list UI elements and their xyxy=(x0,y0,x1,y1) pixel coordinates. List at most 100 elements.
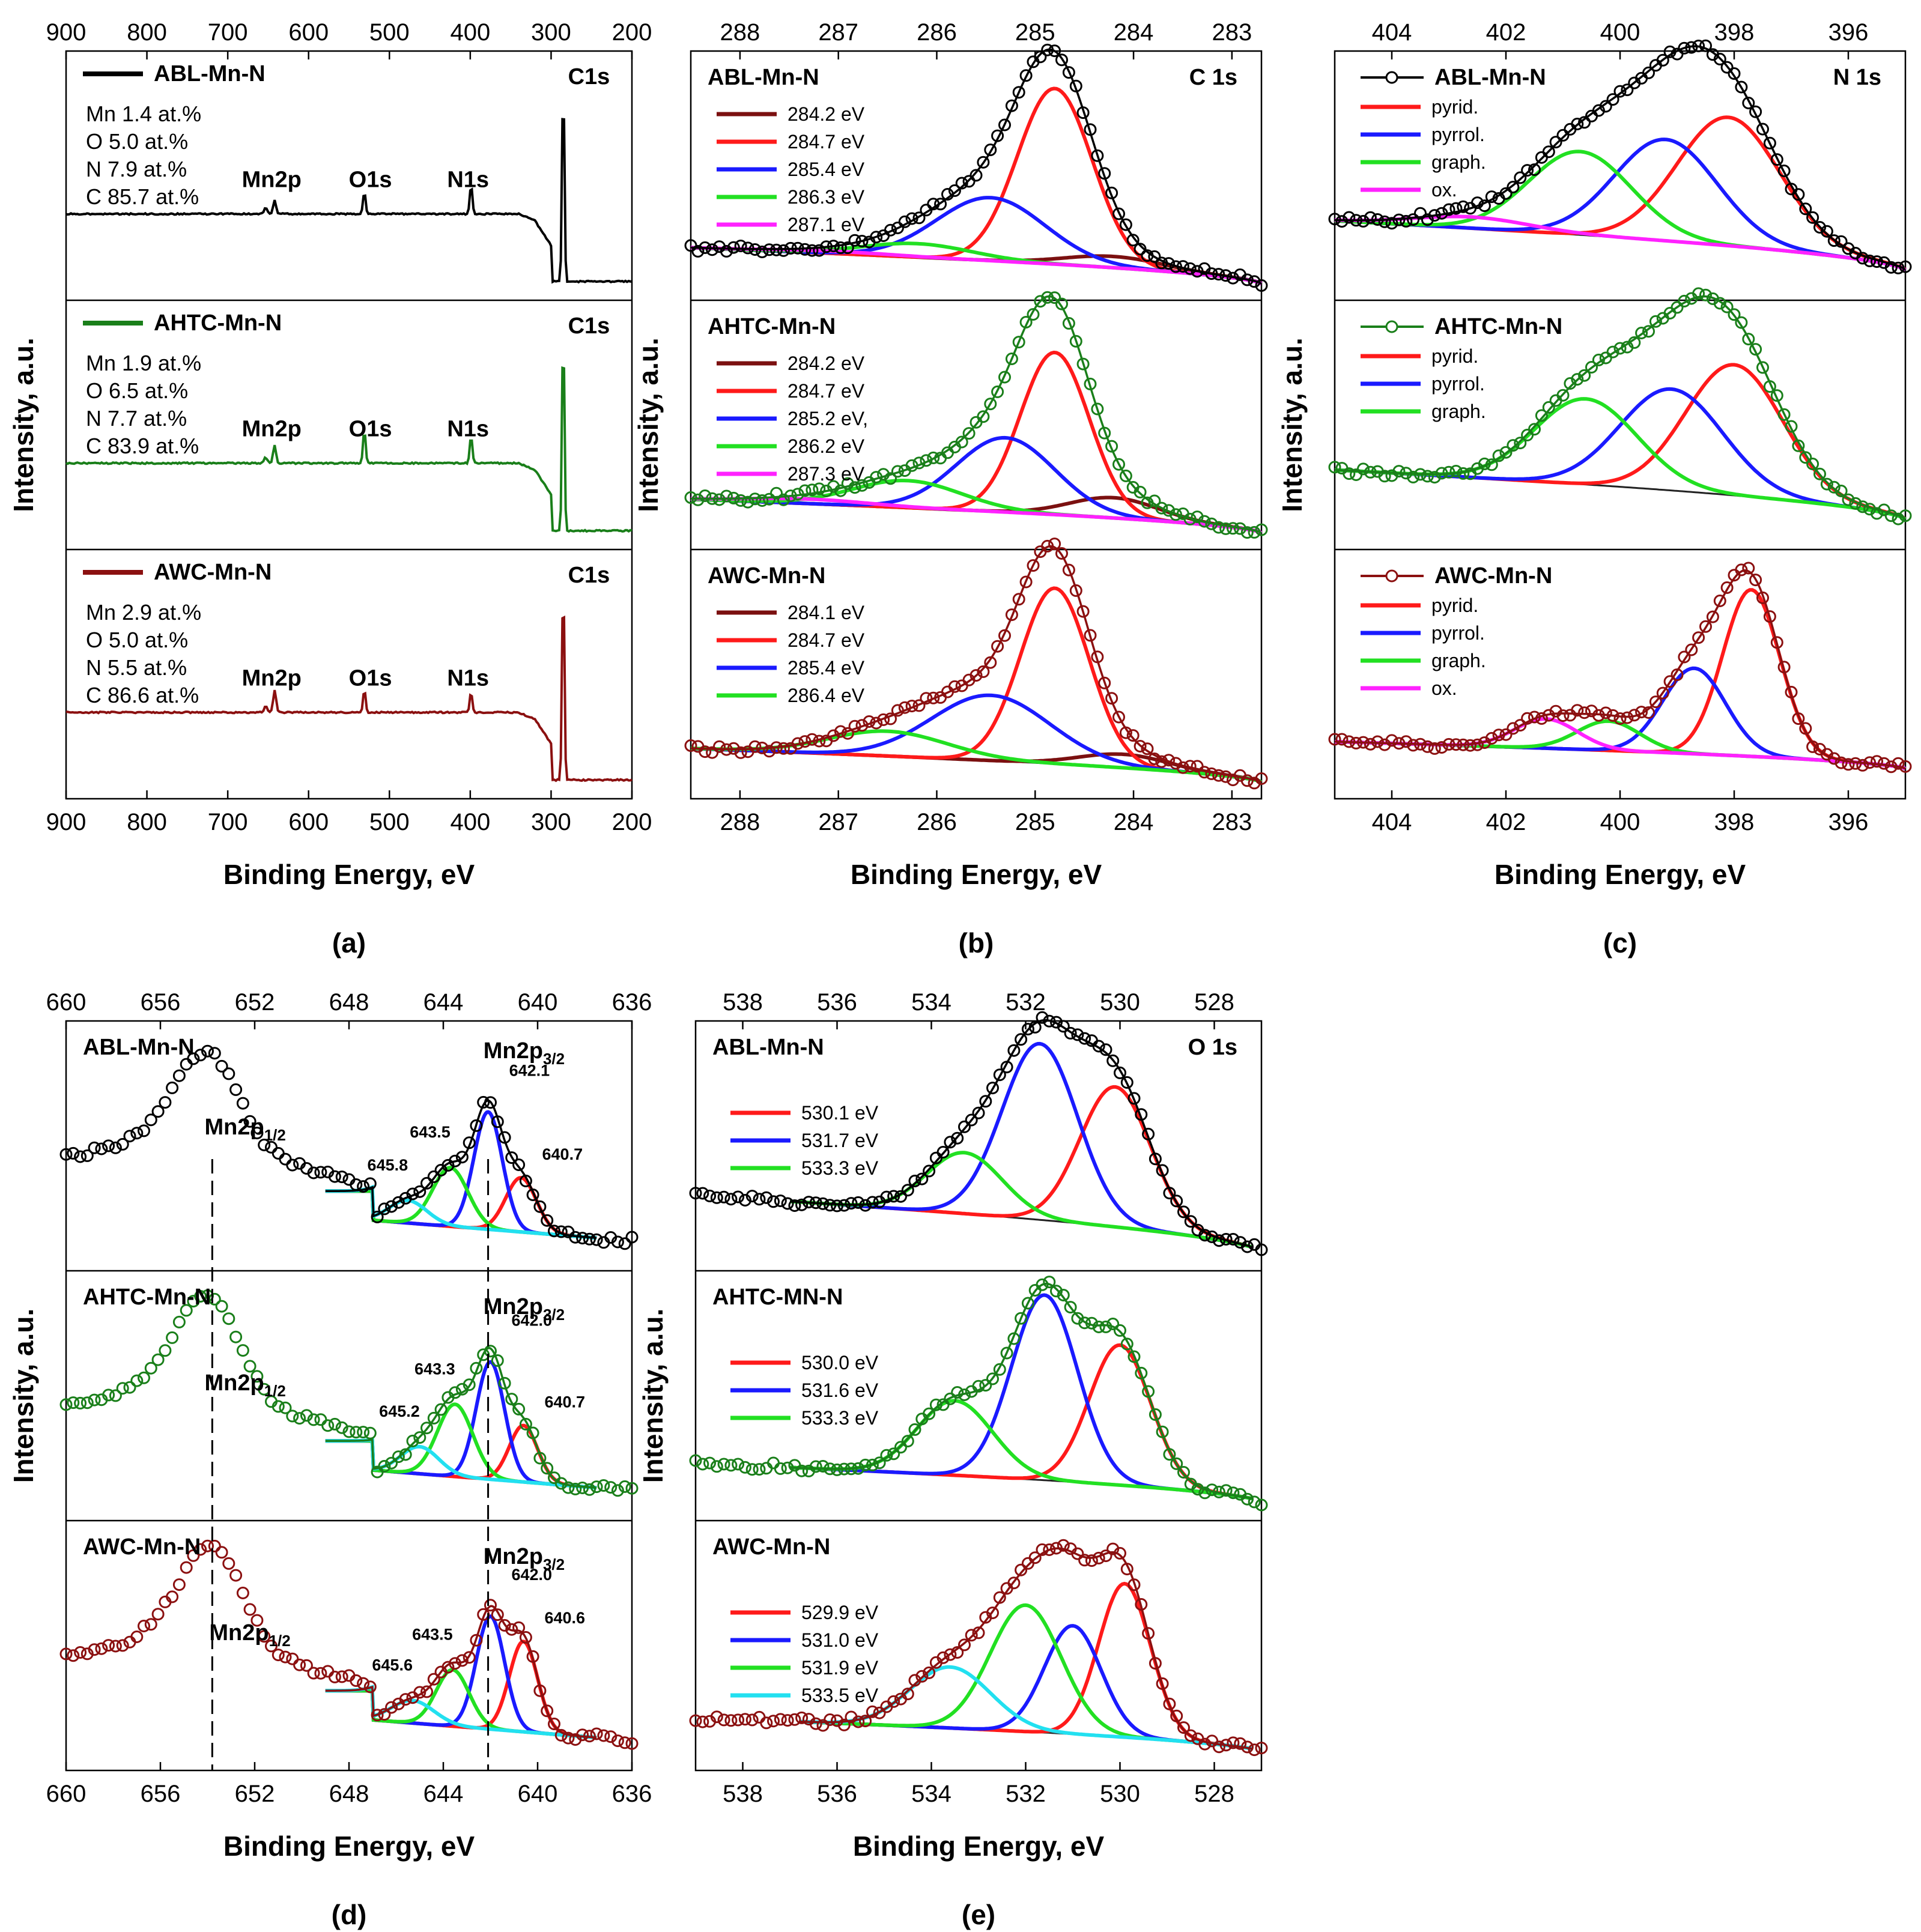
data-point xyxy=(756,741,769,754)
data-point xyxy=(1141,742,1154,756)
data-point xyxy=(541,1462,554,1475)
data-point xyxy=(576,1232,589,1245)
subplot-ahtc-mn-n: AHTC-Mn-NMn2p1/2Mn2p3/2640.7642.0643.364… xyxy=(59,1285,639,1497)
data-point xyxy=(837,1199,851,1212)
data-point xyxy=(1549,394,1562,407)
data-point xyxy=(1564,377,1577,390)
data-point xyxy=(1255,1742,1268,1755)
data-point xyxy=(625,1482,639,1495)
x-tick-label: 538 xyxy=(723,1781,763,1807)
y-axis-title: Intensity, a.u. xyxy=(633,338,664,512)
data-point xyxy=(434,1403,448,1416)
data-point xyxy=(1392,213,1406,226)
data-point xyxy=(977,665,990,678)
data-point xyxy=(1127,1350,1141,1363)
data-point xyxy=(1120,1076,1133,1089)
data-point xyxy=(1813,743,1826,756)
data-point xyxy=(841,241,854,254)
data-point xyxy=(1098,167,1111,180)
peak-label-n1s: N1s xyxy=(447,167,489,192)
data-point xyxy=(1649,59,1662,72)
data-point xyxy=(1191,265,1204,278)
data-point xyxy=(915,1670,929,1683)
data-point xyxy=(863,476,876,489)
data-point xyxy=(618,1237,631,1250)
data-point xyxy=(784,742,797,755)
x-axis-title: Binding Energy, eV xyxy=(853,1831,1105,1862)
data-point xyxy=(109,1141,122,1154)
data-point xyxy=(841,727,854,740)
data-point xyxy=(604,1481,618,1494)
data-point xyxy=(109,1389,122,1402)
legend-label: 286.3 eV xyxy=(788,186,865,208)
data-point xyxy=(1127,1578,1141,1591)
data-point xyxy=(710,1191,723,1204)
data-point xyxy=(1048,291,1061,304)
data-point xyxy=(1170,260,1182,273)
data-point xyxy=(576,1482,589,1494)
data-point xyxy=(427,1170,440,1183)
data-point xyxy=(1742,562,1755,575)
data-point xyxy=(1057,1020,1070,1033)
data-point xyxy=(1642,706,1655,719)
data-point xyxy=(554,1728,568,1742)
data-point xyxy=(1198,262,1211,275)
x-tick-label-top: 300 xyxy=(531,19,571,46)
data-point xyxy=(760,1716,773,1730)
data-point xyxy=(1549,704,1562,718)
data-point xyxy=(1248,777,1261,790)
data-point xyxy=(745,1713,759,1727)
data-point xyxy=(898,701,911,714)
data-point xyxy=(1635,327,1648,339)
data-point xyxy=(512,1621,526,1634)
data-point xyxy=(123,1130,136,1143)
data-point xyxy=(1663,675,1677,688)
data-point xyxy=(59,1398,73,1411)
data-point xyxy=(180,1561,193,1574)
data-point xyxy=(236,1587,249,1599)
data-point xyxy=(1542,401,1555,414)
sample-label: AWC-Mn-N xyxy=(83,1534,201,1560)
data-point xyxy=(1062,563,1075,577)
data-point xyxy=(505,1393,518,1406)
data-point xyxy=(912,456,926,470)
data-point xyxy=(734,494,747,507)
x-tick-label: 398 xyxy=(1714,809,1755,835)
data-point xyxy=(684,491,697,504)
data-point xyxy=(484,1096,497,1109)
data-point xyxy=(116,1382,129,1395)
data-point xyxy=(1842,493,1855,506)
data-point xyxy=(1091,402,1104,416)
data-point xyxy=(229,1330,243,1343)
data-point xyxy=(1099,1549,1112,1563)
data-point xyxy=(470,1119,483,1132)
data-point xyxy=(385,1200,398,1213)
data-point xyxy=(1357,736,1370,749)
data-point xyxy=(328,1417,341,1431)
data-point xyxy=(748,492,762,506)
data-point xyxy=(590,1233,603,1246)
x-tick-label-top: 200 xyxy=(612,19,652,46)
data-point xyxy=(1170,508,1182,521)
x-tick-label: 283 xyxy=(1212,809,1252,835)
x-tick-label: 404 xyxy=(1372,809,1412,835)
composition-text: Mn 2.9 at.% xyxy=(86,600,201,625)
data-point xyxy=(1649,695,1662,709)
data-point xyxy=(834,241,847,254)
data-point xyxy=(1069,79,1082,92)
fit-component xyxy=(325,1360,597,1490)
x-tick-label-top: 900 xyxy=(46,19,86,46)
data-point xyxy=(732,1190,745,1204)
sample-label: AWC-Mn-N xyxy=(708,563,825,589)
data-point xyxy=(732,1713,745,1727)
data-point xyxy=(1212,1485,1225,1498)
x-tick-label-top: 404 xyxy=(1372,19,1412,46)
data-point xyxy=(1613,342,1627,355)
subplot-abl-mn-n: ABL-Mn-N O 1s 530.1 eV 531.7 eV 533.3 eV xyxy=(689,1011,1268,1256)
data-point xyxy=(371,1210,384,1223)
data-point xyxy=(777,244,790,257)
data-point xyxy=(1149,1657,1162,1670)
data-point xyxy=(1328,461,1341,474)
data-point xyxy=(498,1619,511,1632)
x-axis-title: Binding Energy, eV xyxy=(1495,859,1746,890)
